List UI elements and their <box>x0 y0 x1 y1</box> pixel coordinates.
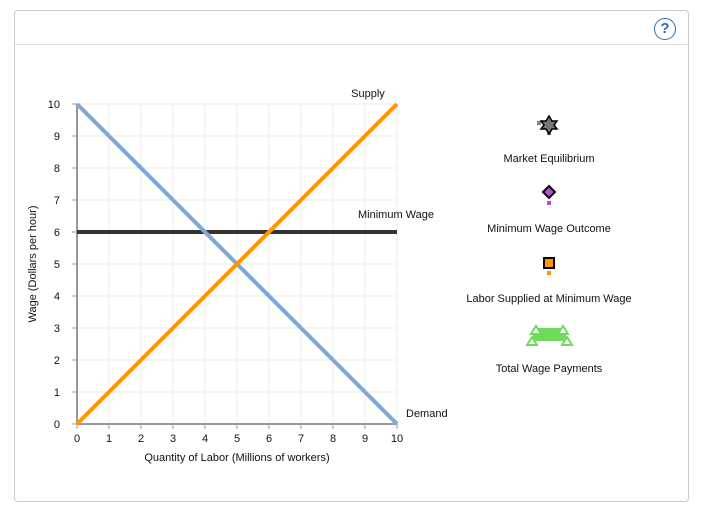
supply-label: Supply <box>351 88 385 100</box>
legend-total-wage-payments-label: Total Wage Payments <box>495 363 603 375</box>
x-tick-label: 9 <box>362 433 368 445</box>
triangle-handle-icon <box>560 335 574 346</box>
x-tick-label: 0 <box>74 433 80 445</box>
legend-market-equilibrium-label: Market Equilibrium <box>503 153 595 165</box>
y-tick-label: 8 <box>54 163 60 175</box>
square-icon <box>543 257 555 269</box>
diamond-icon-handle <box>547 201 551 205</box>
x-tick-label: 5 <box>234 433 240 445</box>
legend-minimum-wage-outcome-label: Minimum Wage Outcome <box>487 223 611 235</box>
x-tick-label: 7 <box>298 433 304 445</box>
x-tick-label: 8 <box>330 433 336 445</box>
triangle-handle-icon <box>529 324 543 335</box>
graph-panel: ? <box>14 10 689 502</box>
y-tick-label: 10 <box>48 99 60 111</box>
diamond-icon <box>541 184 557 200</box>
series-line-supply <box>75 102 399 426</box>
triangle-handle-icon <box>525 335 539 346</box>
x-tick-label: 4 <box>202 433 208 445</box>
square-icon-handle <box>547 271 551 275</box>
triangle-handle-icon <box>556 324 570 335</box>
x-tick-label: 10 <box>391 433 403 445</box>
demand-label: Demand <box>406 408 448 420</box>
y-tick-label: 3 <box>54 323 60 335</box>
y-tick-label: 5 <box>54 259 60 271</box>
star-icon <box>539 114 559 136</box>
y-tick-label: 6 <box>54 227 60 239</box>
y-tick-label: 2 <box>54 355 60 367</box>
x-tick-label: 2 <box>138 433 144 445</box>
y-tick-label: 9 <box>54 131 60 143</box>
y-axis-label: Wage (Dollars per hour) <box>27 206 39 323</box>
x-tick-label: 6 <box>266 433 272 445</box>
y-tick-label: 7 <box>54 195 60 207</box>
y-tick-label: 4 <box>54 291 60 303</box>
minimum-wage-label: Minimum Wage <box>358 209 434 221</box>
legend-labor-supplied-label: Labor Supplied at Minimum Wage <box>466 293 632 305</box>
y-tick-label: 1 <box>54 387 60 399</box>
x-axis-label: Quantity of Labor (Millions of workers) <box>144 452 329 464</box>
panel-header: ? <box>15 11 688 45</box>
x-tick-label: 1 <box>106 433 112 445</box>
y-tick-label: 0 <box>54 419 60 431</box>
total-wage-payments-icon <box>533 328 566 341</box>
help-icon[interactable]: ? <box>654 18 676 40</box>
market-equilibrium-icon-handle <box>537 121 541 125</box>
x-tick-label: 3 <box>170 433 176 445</box>
